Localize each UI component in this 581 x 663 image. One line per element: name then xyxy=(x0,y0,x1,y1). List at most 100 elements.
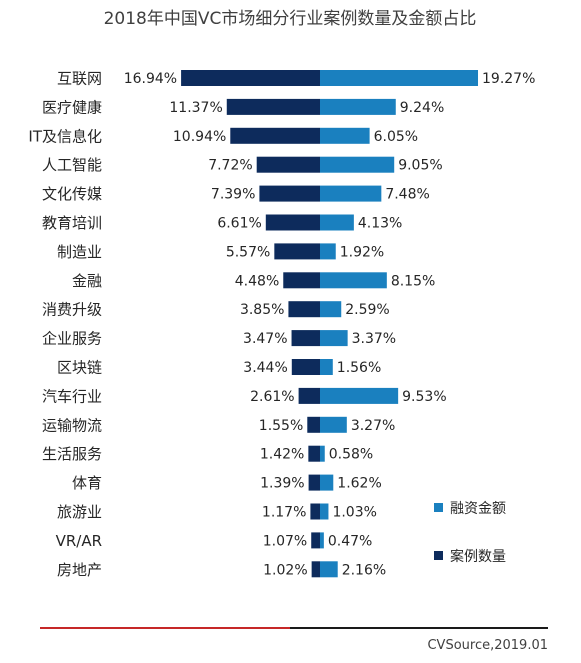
value-label-case-count: 6.61% xyxy=(217,216,261,232)
value-label-financing-amount: 2.59% xyxy=(345,302,389,318)
category-label: 房地产 xyxy=(57,561,102,579)
bar-financing-amount xyxy=(320,301,342,318)
category-label: 教育培训 xyxy=(42,214,102,232)
bar-financing-amount xyxy=(320,532,324,549)
value-label-case-count: 3.47% xyxy=(243,331,287,347)
chart-row: VR/AR 1.07% 0.47% xyxy=(56,532,373,550)
category-label: 区块链 xyxy=(57,359,102,377)
value-label-financing-amount: 0.47% xyxy=(328,533,372,549)
chart-row: 体育 1.39% 1.62% xyxy=(72,474,382,492)
value-label-financing-amount: 6.05% xyxy=(374,129,418,145)
value-label-financing-amount: 9.05% xyxy=(398,158,442,174)
chart-row: 运输物流 1.55% 3.27% xyxy=(42,416,395,434)
value-label-financing-amount: 3.27% xyxy=(351,418,395,434)
value-label-case-count: 10.94% xyxy=(173,129,226,145)
chart-row: 制造业 5.57% 1.92% xyxy=(57,243,384,261)
value-label-financing-amount: 1.92% xyxy=(340,244,384,260)
chart-row: 生活服务 1.42% 0.58% xyxy=(42,445,373,463)
chart-body: 互联网 16.94% 19.27% 医疗健康 11.37% 9.24% IT及信息化 10.9… xyxy=(28,70,535,579)
bar-case-count xyxy=(308,474,320,491)
bar-case-count xyxy=(298,387,320,404)
bar-case-count xyxy=(291,359,320,375)
bar-financing-amount xyxy=(320,503,329,520)
value-label-case-count: 16.94% xyxy=(124,71,177,87)
bar-case-count xyxy=(288,301,320,318)
category-label: 消费升级 xyxy=(42,301,102,319)
chart-row: 教育培训 6.61% 4.13% xyxy=(42,214,402,232)
value-label-case-count: 5.57% xyxy=(226,244,270,260)
chart-row: 文化传媒 7.39% 7.48% xyxy=(42,185,430,203)
value-label-case-count: 1.42% xyxy=(260,447,304,463)
bar-case-count xyxy=(256,156,320,173)
value-label-case-count: 4.48% xyxy=(235,273,279,289)
value-label-financing-amount: 8.15% xyxy=(391,273,435,289)
legend-item: 案例数量 xyxy=(434,548,506,565)
legend-item: 融资金额 xyxy=(434,501,506,517)
bar-financing-amount xyxy=(320,561,338,578)
bar-financing-amount xyxy=(320,474,334,491)
bar-financing-amount xyxy=(320,185,382,202)
value-label-case-count: 2.61% xyxy=(250,389,294,405)
bar-case-count xyxy=(308,445,320,462)
bar-case-count xyxy=(310,503,320,520)
category-label: 制造业 xyxy=(57,243,102,261)
bar-case-count xyxy=(259,185,320,202)
bar-financing-amount xyxy=(320,359,333,375)
bar-financing-amount xyxy=(320,243,336,260)
bar-financing-amount xyxy=(320,330,348,347)
legend-label: 融资金额 xyxy=(450,501,506,517)
value-label-financing-amount: 1.56% xyxy=(337,360,381,376)
category-label: 汽车行业 xyxy=(42,387,102,405)
value-label-financing-amount: 7.48% xyxy=(385,187,429,203)
chart-row: 人工智能 7.72% 9.05% xyxy=(42,156,443,174)
category-label: VR/AR xyxy=(56,532,102,550)
value-label-financing-amount: 9.24% xyxy=(400,100,444,116)
category-label: 旅游业 xyxy=(57,503,102,521)
category-label: 互联网 xyxy=(57,70,102,88)
category-label: IT及信息化 xyxy=(28,127,102,145)
bar-case-count xyxy=(307,416,320,433)
legend-label: 案例数量 xyxy=(450,548,506,565)
bar-financing-amount xyxy=(320,98,396,115)
bar-case-count xyxy=(230,127,320,144)
bar-financing-amount xyxy=(320,156,395,173)
value-label-case-count: 3.44% xyxy=(243,360,287,376)
category-label: 企业服务 xyxy=(42,330,102,348)
category-label: 医疗健康 xyxy=(42,98,102,116)
bar-case-count xyxy=(181,70,320,86)
bar-financing-amount xyxy=(320,387,399,404)
value-label-case-count: 1.02% xyxy=(263,562,307,578)
chart-row: 金融 4.48% 8.15% xyxy=(72,272,435,290)
value-label-financing-amount: 1.03% xyxy=(332,505,376,521)
chart-row: 汽车行业 2.61% 9.53% xyxy=(42,387,447,405)
category-label: 金融 xyxy=(72,272,102,290)
chart-row: 企业服务 3.47% 3.37% xyxy=(42,330,396,348)
value-label-case-count: 1.55% xyxy=(259,418,303,434)
value-label-case-count: 1.17% xyxy=(262,505,306,521)
category-label: 生活服务 xyxy=(42,445,102,463)
bar-case-count xyxy=(311,561,320,578)
value-label-financing-amount: 19.27% xyxy=(482,71,535,87)
category-label: 人工智能 xyxy=(42,156,102,174)
bar-case-count xyxy=(283,272,320,289)
category-label: 体育 xyxy=(72,474,102,492)
bar-case-count xyxy=(274,243,320,260)
chart-row: IT及信息化 10.94% 6.05% xyxy=(28,127,418,145)
bar-financing-amount xyxy=(320,214,354,231)
value-label-financing-amount: 4.13% xyxy=(358,216,402,232)
category-label: 运输物流 xyxy=(42,416,102,434)
value-label-financing-amount: 9.53% xyxy=(402,389,446,405)
value-label-case-count: 1.07% xyxy=(263,533,307,549)
category-label: 文化传媒 xyxy=(42,185,102,203)
chart-row: 旅游业 1.17% 1.03% xyxy=(57,503,377,521)
value-label-financing-amount: 2.16% xyxy=(342,562,386,578)
chart-row: 房地产 1.02% 2.16% xyxy=(57,561,386,579)
value-label-financing-amount: 1.62% xyxy=(337,476,381,492)
bar-case-count xyxy=(291,330,320,347)
bar-financing-amount xyxy=(320,272,387,289)
bar-financing-amount xyxy=(320,416,347,433)
chart-title: 2018年中国VC市场细分行业案例数量及金额占比 xyxy=(104,9,477,29)
value-label-financing-amount: 3.37% xyxy=(352,331,396,347)
bar-case-count xyxy=(265,214,320,231)
